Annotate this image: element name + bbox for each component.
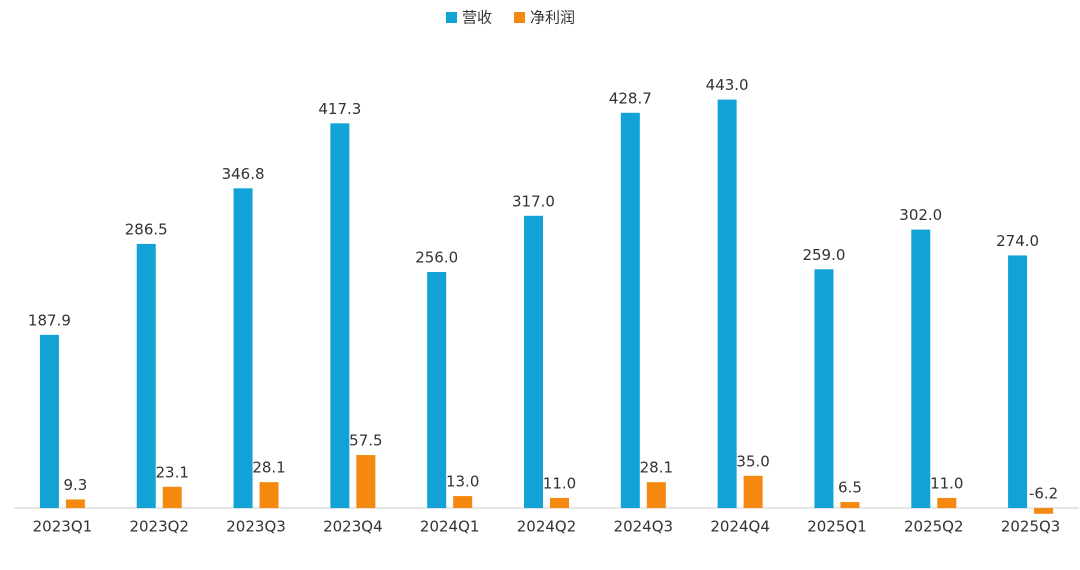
- bar: [39, 334, 59, 509]
- x-tick-label: 2024Q2: [517, 518, 577, 536]
- bar: [1034, 508, 1054, 514]
- bar: [136, 243, 156, 509]
- x-tick-label: 2025Q3: [1001, 518, 1061, 536]
- x-tick-label: 2023Q4: [323, 518, 383, 536]
- legend-label: 净利润: [530, 9, 575, 27]
- bar: [646, 482, 666, 509]
- bar: [259, 482, 279, 509]
- data-label: 28.1: [252, 459, 285, 477]
- data-label: 428.7: [609, 89, 652, 107]
- bar: [524, 215, 543, 509]
- legend-swatch: [514, 12, 526, 23]
- data-label: 9.3: [63, 476, 87, 494]
- x-tick-label: 2025Q1: [807, 518, 867, 536]
- data-label: 28.1: [640, 459, 673, 477]
- x-tick-label: 2025Q2: [904, 518, 964, 536]
- x-tick-label: 2024Q3: [614, 518, 674, 536]
- data-label: 256.0: [415, 249, 458, 267]
- bar: [65, 499, 85, 509]
- data-label: 6.5: [838, 479, 862, 497]
- data-label: 302.0: [899, 206, 942, 224]
- x-tick-label: 2024Q4: [710, 518, 770, 536]
- bar: [717, 99, 737, 509]
- x-tick-label: 2023Q2: [129, 518, 189, 536]
- bar: [356, 455, 376, 509]
- bar: [937, 497, 957, 509]
- data-label: 317.0: [512, 192, 555, 210]
- x-tick-label: 2023Q3: [226, 518, 286, 536]
- data-label: 11.0: [930, 474, 963, 492]
- data-label: 259.0: [802, 246, 845, 264]
- bar: [911, 229, 931, 509]
- data-label: 274.0: [996, 232, 1039, 250]
- bar: [453, 496, 473, 509]
- legend-swatch: [446, 12, 457, 23]
- data-label: 417.3: [318, 100, 361, 118]
- data-label: 13.0: [446, 473, 479, 491]
- x-tick-label: 2024Q1: [420, 518, 480, 536]
- data-label: 187.9: [28, 311, 71, 329]
- bar: [1008, 255, 1028, 509]
- bar: [233, 188, 253, 509]
- bar: [840, 502, 860, 509]
- data-label: 57.5: [349, 432, 382, 450]
- bar: [427, 272, 447, 509]
- data-label: 23.1: [156, 463, 189, 481]
- legend-label: 营收: [462, 9, 492, 27]
- data-label: -6.2: [1029, 485, 1058, 503]
- bar: [814, 269, 834, 509]
- data-label: 346.8: [222, 165, 265, 183]
- bar: [743, 475, 763, 509]
- data-label: 443.0: [706, 76, 749, 94]
- bar: [330, 123, 350, 509]
- x-tick-label: 2023Q1: [33, 518, 93, 536]
- data-label: 286.5: [125, 220, 168, 238]
- data-label: 35.0: [736, 452, 769, 470]
- bar: [550, 497, 569, 509]
- data-label: 11.0: [543, 474, 576, 492]
- bar: [162, 486, 182, 509]
- bar: [620, 112, 640, 509]
